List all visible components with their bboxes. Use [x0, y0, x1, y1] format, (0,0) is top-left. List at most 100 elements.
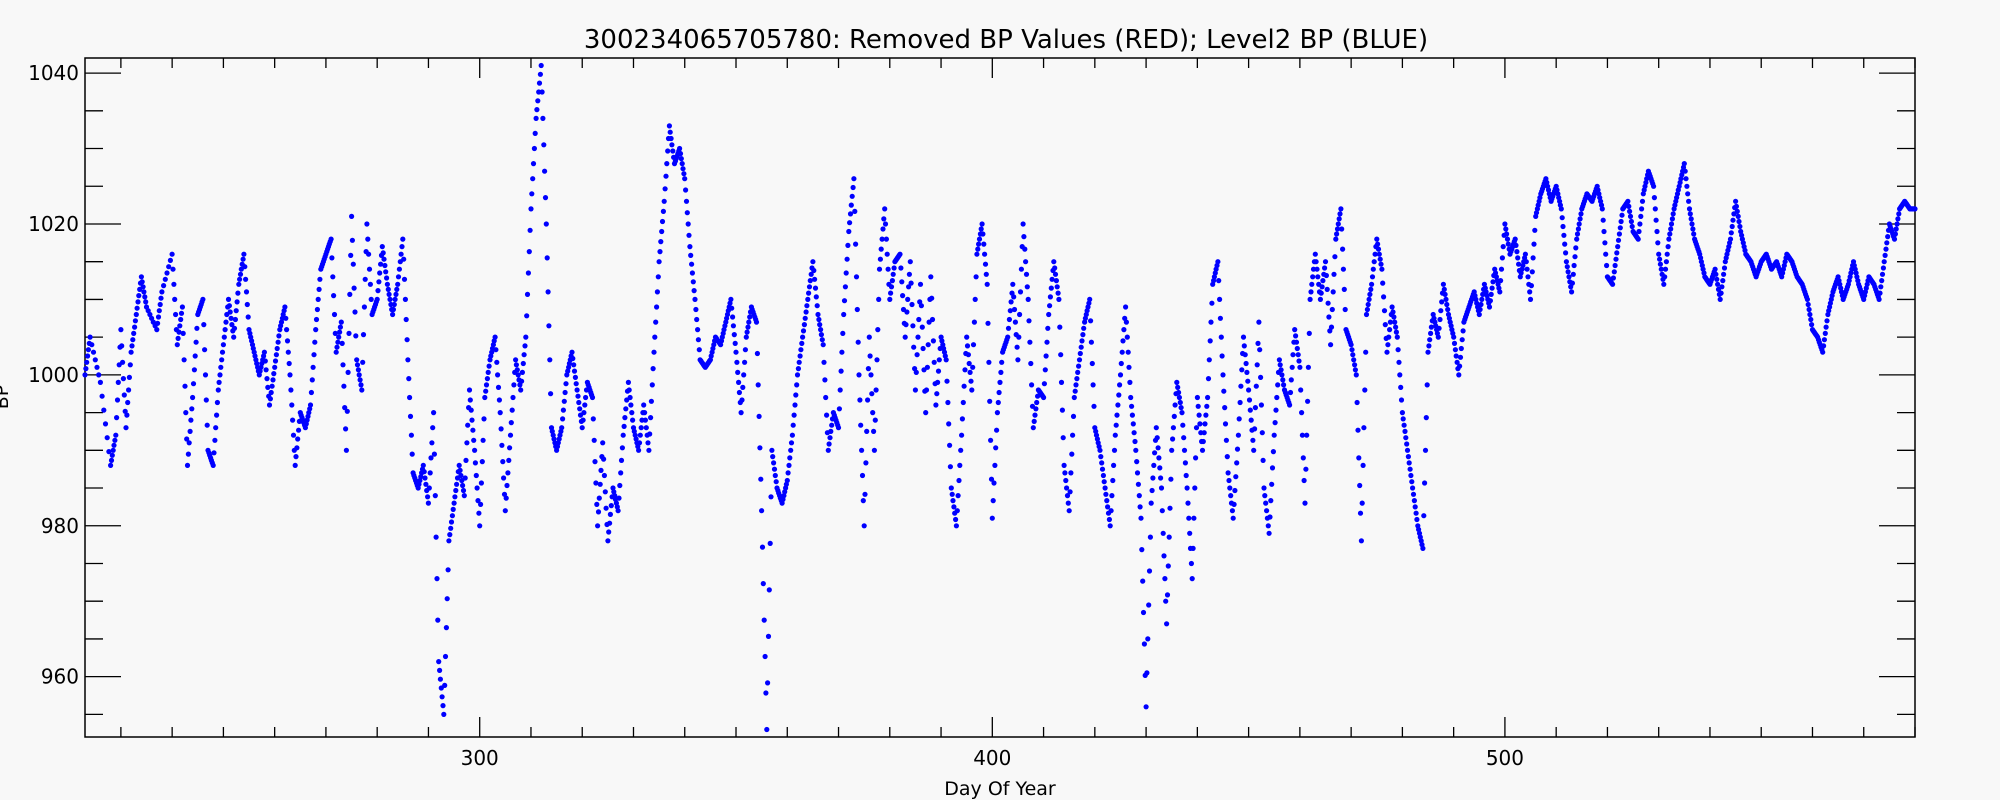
data-point	[1182, 460, 1188, 466]
data-point	[1729, 223, 1735, 230]
data-point	[846, 228, 852, 235]
data-point	[787, 455, 793, 461]
data-point	[1055, 290, 1061, 296]
data-point	[1668, 226, 1674, 232]
data-point	[792, 402, 798, 408]
data-point	[665, 148, 671, 154]
data-point	[964, 334, 970, 340]
data-point	[1488, 291, 1494, 297]
data-point	[284, 327, 290, 333]
data-point	[142, 294, 148, 300]
data-point	[1490, 279, 1496, 285]
data-point	[1088, 318, 1094, 324]
data-point	[481, 416, 487, 422]
data-point	[806, 284, 813, 290]
data-point	[498, 426, 504, 432]
data-point	[214, 412, 220, 418]
data-point	[620, 432, 626, 438]
data-point	[957, 462, 963, 468]
data-point	[959, 416, 966, 422]
data-point	[757, 445, 763, 451]
data-point	[1454, 359, 1460, 365]
data-point	[468, 407, 474, 413]
data-point	[101, 407, 107, 413]
data-point	[271, 371, 277, 377]
data-point	[513, 362, 520, 368]
data-point	[1402, 428, 1408, 434]
data-point	[1350, 352, 1356, 358]
y-tick-label: 1020	[28, 212, 79, 236]
data-point	[348, 252, 354, 258]
data-point	[991, 480, 997, 486]
data-point	[739, 397, 745, 403]
data-point	[156, 308, 162, 314]
data-point	[1186, 515, 1192, 521]
data-point	[1357, 510, 1364, 516]
data-point	[288, 387, 294, 393]
data-point	[1145, 636, 1151, 642]
data-point	[342, 405, 348, 411]
data-point	[464, 440, 470, 446]
data-point	[269, 383, 275, 389]
data-point	[126, 374, 132, 380]
data-point	[732, 340, 738, 346]
data-point	[935, 368, 942, 374]
data-point	[1237, 399, 1243, 406]
data-point	[1436, 325, 1442, 331]
data-point	[542, 168, 548, 174]
data-point	[440, 703, 446, 709]
data-point	[1066, 508, 1072, 514]
data-point	[1396, 359, 1402, 365]
data-point	[1635, 236, 1641, 242]
data-point	[434, 576, 440, 582]
data-point	[1189, 576, 1195, 582]
data-point	[1617, 225, 1623, 231]
data-point	[408, 432, 414, 438]
data-point	[1391, 314, 1397, 320]
data-point	[601, 472, 608, 479]
data-point	[1410, 485, 1416, 491]
data-point	[1459, 337, 1465, 343]
data-point	[456, 462, 462, 468]
data-point	[1269, 481, 1275, 487]
data-point	[1293, 333, 1299, 339]
data-point	[888, 284, 895, 290]
data-point	[1014, 344, 1020, 350]
data-point	[266, 402, 273, 408]
data-point	[1424, 382, 1430, 388]
data-point	[1894, 221, 1900, 227]
data-point	[1460, 328, 1466, 334]
data-point	[525, 270, 532, 276]
data-point	[1051, 259, 1057, 265]
data-point	[1452, 347, 1458, 353]
data-point	[790, 422, 796, 428]
data-point	[733, 349, 739, 355]
data-point	[539, 89, 545, 95]
data-point	[824, 412, 830, 418]
data-point	[290, 432, 297, 438]
data-point	[814, 303, 820, 309]
data-point	[685, 221, 691, 227]
data-point	[946, 421, 952, 427]
data-point	[1687, 211, 1693, 217]
data-point	[1440, 281, 1446, 287]
data-point	[1072, 388, 1078, 394]
data-point	[427, 470, 433, 476]
data-point	[1180, 422, 1186, 428]
data-point	[1264, 508, 1270, 514]
data-point	[1222, 405, 1228, 411]
data-point	[1272, 420, 1278, 426]
data-point	[1200, 438, 1206, 445]
data-point	[1216, 278, 1222, 284]
data-point	[1662, 266, 1669, 272]
data-point	[1219, 353, 1225, 359]
data-point	[1063, 477, 1069, 484]
data-point	[494, 359, 500, 365]
data-point	[1110, 477, 1116, 484]
data-point	[467, 397, 473, 403]
data-point	[368, 296, 374, 302]
data-point	[1277, 362, 1283, 368]
data-point	[662, 186, 668, 192]
data-point	[1527, 296, 1534, 302]
data-point	[204, 422, 210, 428]
